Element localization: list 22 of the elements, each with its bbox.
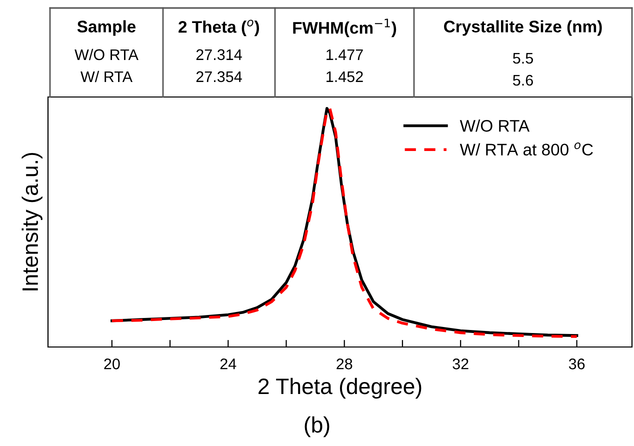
x-tick-label: 20 [104,358,120,370]
text: 1.477 [326,49,363,60]
text: FWHM(cm$^{−1}$) [293,18,396,38]
text: Crystallite Size (nm) [444,20,602,36]
text: W/O RTA [74,48,138,60]
legend-label: W/ RTA at 800 $^{o}$C [460,142,593,156]
x-axis-title: 2 Theta (degree) [258,378,422,399]
text: 5.6 [512,74,533,86]
y-axis-title: Intensity (a.u.) [22,152,42,290]
text: 1.452 [326,71,363,82]
x-tick-label: 28 [336,358,352,370]
text: 5.5 [512,53,533,64]
text: 27.354 [196,71,242,82]
x-tick-label: 24 [220,358,236,370]
text: 2 Theta ($^{o}$) [178,20,260,36]
legend-label: W/O RTA [460,120,530,132]
text: Sample [77,20,136,36]
text: (b) [304,416,330,438]
text: 27.314 [196,49,242,60]
x-tick-label: 36 [568,358,585,370]
x-tick-label: 32 [452,358,468,370]
text: W/ RTA [80,70,133,82]
